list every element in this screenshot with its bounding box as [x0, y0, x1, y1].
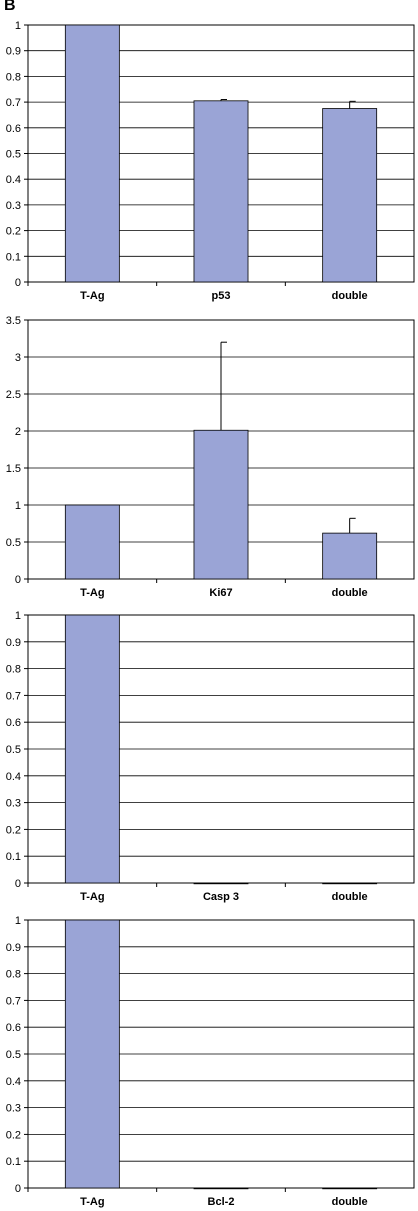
bar-casp-3: [193, 882, 249, 885]
bar-double: [322, 108, 378, 283]
y-tick-label: 0.3: [6, 200, 21, 212]
x-tick-label: double: [332, 290, 368, 302]
y-tick-label: 1: [15, 610, 21, 622]
y-tick-label: 0: [15, 1183, 21, 1195]
x-tick-label: T-Ag: [80, 1196, 104, 1208]
y-tick-label: 0.2: [6, 226, 21, 238]
y-tick-label: 0.7: [6, 97, 21, 109]
y-tick-label: 0.4: [6, 1076, 21, 1088]
y-tick-label: 0.3: [6, 1103, 21, 1115]
y-tick-label: 1.5: [6, 463, 21, 475]
y-tick-label: 0: [15, 878, 21, 890]
bar-t-ag: [64, 614, 120, 884]
y-tick-label: 0.2: [6, 1129, 21, 1141]
y-tick-label: 0.5: [6, 1049, 21, 1061]
y-tick-label: 0: [15, 277, 21, 289]
y-tick-label: 0.9: [6, 637, 21, 649]
y-tick-label: 0.1: [6, 851, 21, 863]
y-tick-label: 0.1: [6, 1156, 21, 1168]
x-tick-label: double: [332, 1196, 368, 1208]
y-tick-label: 0.4: [6, 771, 21, 783]
x-tick-label: Bcl-2: [208, 1196, 235, 1208]
y-tick-label: 0.6: [6, 717, 21, 729]
x-tick-label: Ki67: [209, 587, 232, 599]
y-tick-label: 1: [15, 500, 21, 512]
y-tick-label: 0.2: [6, 824, 21, 836]
x-tick-label: p53: [212, 290, 231, 302]
y-tick-label: 1: [15, 20, 21, 32]
bar-double: [322, 882, 378, 885]
bar-t-ag: [64, 504, 120, 580]
y-tick-label: 2: [15, 426, 21, 438]
y-tick-label: 0.6: [6, 123, 21, 135]
x-tick-label: T-Ag: [80, 891, 104, 903]
y-tick-label: 0.8: [6, 71, 21, 83]
x-tick-label: Casp 3: [203, 891, 239, 903]
chart-panel-3: 0 0.1 0.2 0.3 0.4 0.5 0.6 0.7 0.8 0.9 1 T-Ag Casp 3 d…: [6, 610, 415, 903]
y-tick-label: 0: [15, 574, 21, 586]
y-tick-label: 0.5: [6, 537, 21, 549]
y-tick-label: 3.5: [6, 315, 21, 327]
y-tick-label: 0.7: [6, 995, 21, 1007]
y-tick-label: 1: [15, 915, 21, 927]
y-tick-label: 0.8: [6, 664, 21, 676]
y-tick-label: 0.7: [6, 690, 21, 702]
y-tick-label: 0.1: [6, 251, 21, 263]
chart-panel-4: 0 0.1 0.2 0.3 0.4 0.5 0.6 0.7 0.8 0.9 1 T-Ag Bcl-2 do…: [6, 915, 415, 1208]
bar-t-ag: [64, 919, 120, 1189]
chart-panel-1: 0 0.1 0.2 0.3 0.4 0.5 0.6 0.7 0.8 0.9 1 T-Ag p53 doub…: [6, 20, 415, 302]
bar-p53: [193, 100, 249, 283]
y-tick-label: 2.5: [6, 389, 21, 401]
x-tick-label: double: [332, 587, 368, 599]
y-tick-label: 0.8: [6, 969, 21, 981]
chart-panel-2: 0 0.5 1 1.5 2 2.5 3 3.5 T-Ag Ki67 double: [6, 315, 415, 599]
bar-double: [322, 1187, 378, 1190]
bar-double: [322, 532, 378, 580]
y-tick-label: 0.9: [6, 942, 21, 954]
x-tick-label: T-Ag: [80, 290, 104, 302]
bar-ki67: [193, 429, 249, 580]
y-tick-label: 0.9: [6, 46, 21, 58]
panel-label: B: [4, 0, 16, 14]
bar-bcl-2: [193, 1187, 249, 1190]
y-tick-label: 0.5: [6, 744, 21, 756]
y-tick-label: 0.4: [6, 174, 21, 186]
y-tick-label: 0.5: [6, 149, 21, 161]
x-tick-label: T-Ag: [80, 587, 104, 599]
bar-t-ag: [64, 24, 120, 283]
y-tick-label: 0.6: [6, 1022, 21, 1034]
x-tick-label: double: [332, 891, 368, 903]
y-tick-label: 0.3: [6, 798, 21, 810]
y-tick-label: 3: [15, 352, 21, 364]
